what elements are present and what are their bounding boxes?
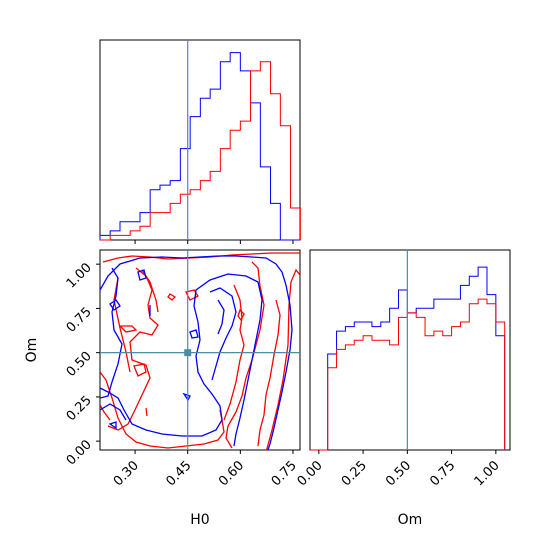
hist-om-x-tick-label: 0.75 (427, 458, 458, 489)
hist-om-x-tick-label: 0.00 (295, 458, 326, 489)
contour-x-tick-label: 0.60 (216, 458, 247, 489)
hist-om-frame (309, 249, 511, 451)
contour-y-tick-label: 0.25 (64, 393, 95, 424)
x-axis-label-om: Om (398, 512, 423, 528)
x-axis-label-h0: H0 (190, 512, 209, 528)
y-axis-label-om: Om (24, 338, 40, 363)
hist-om-panel: 0.00 0.25 0.50 0.75 1.00 Om (295, 249, 511, 528)
contour-blue-islands (108, 269, 199, 430)
contour-x-tick-label: 0.75 (269, 458, 300, 489)
hist-om-x-tick-label: 1.00 (472, 458, 503, 489)
contour-frame (99, 249, 301, 451)
contour-blue-outer (100, 255, 293, 450)
contour-blue-inner (100, 267, 237, 421)
contour-y-tick-label: 0.00 (64, 437, 95, 468)
contour-x-tick-label: 0.45 (163, 458, 194, 489)
contour-y-ticks: 0.00 0.25 0.50 0.75 1.00 (64, 260, 100, 468)
contour-panel: 0.30 0.45 0.60 0.75 0.00 0.25 0.50 0.75 1.00 H0… (24, 249, 301, 528)
hist-h0-ticks (134, 240, 294, 244)
hist-h0-panel (99, 39, 301, 244)
hist-om-x-tick-label: 0.25 (339, 458, 370, 489)
contour-truth-marker (184, 349, 192, 357)
contour-lines (100, 252, 300, 450)
contour-y-tick-label: 1.00 (64, 260, 95, 291)
hist-h0-frame (99, 39, 301, 241)
contour-x-ticks: 0.30 0.45 0.60 0.75 (111, 450, 300, 489)
hist-om-red-series (310, 298, 506, 451)
contour-x-tick-label: 0.30 (111, 458, 142, 489)
contour-y-tick-label: 0.50 (64, 349, 95, 380)
hist-h0-red-series (100, 61, 301, 241)
contour-y-tick-label: 0.75 (64, 305, 95, 336)
contour-red-islands (118, 289, 245, 417)
hist-h0-blue-series (99, 52, 301, 241)
hist-om-x-ticks: 0.00 0.25 0.50 0.75 1.00 (295, 450, 503, 489)
hist-om-x-tick-label: 0.50 (383, 458, 414, 489)
